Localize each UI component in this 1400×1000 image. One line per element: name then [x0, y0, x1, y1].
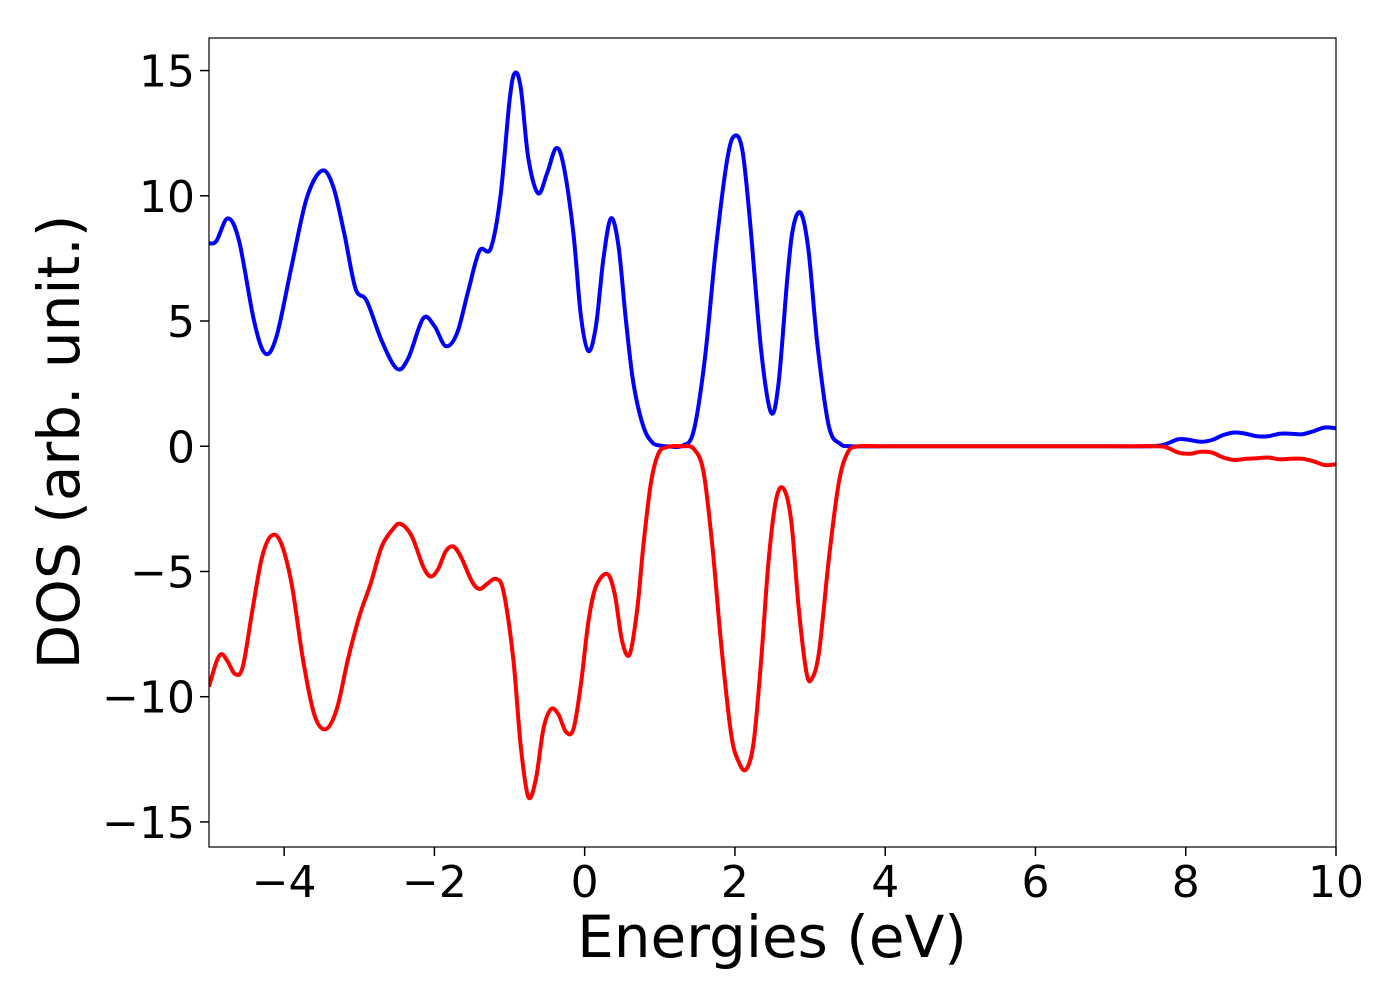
y-tick-label: 5 [167, 297, 195, 348]
x-tick-label: 8 [1172, 857, 1200, 908]
x-axis-title: Energies (eV) [577, 903, 967, 971]
y-tick-label: −15 [102, 798, 195, 849]
x-tick-label: 4 [871, 857, 899, 908]
y-axis-title: DOS (arb. unit.) [25, 215, 93, 670]
y-tick-label: −10 [102, 673, 195, 724]
y-tick-label: 15 [139, 47, 195, 98]
y-axis-ticks: −15 −10 −5 0 5 10 15 [102, 47, 209, 849]
x-tick-label: 0 [571, 857, 599, 908]
series-layer [209, 70, 1336, 801]
y-tick-label: 0 [167, 422, 195, 473]
x-tick-label: −4 [252, 857, 317, 908]
y-tick-label: −5 [130, 547, 195, 598]
x-tick-label: −2 [402, 857, 467, 908]
series-line-2 [209, 443, 1336, 801]
x-axis-ticks: −4 −2 0 2 4 6 8 10 [252, 847, 1364, 908]
y-tick-label: 10 [139, 172, 195, 223]
x-tick-label: 10 [1308, 857, 1364, 908]
plot-frame [208, 37, 1337, 848]
x-tick-label: 2 [721, 857, 749, 908]
series-line-1 [209, 70, 1336, 450]
x-tick-label: 6 [1021, 857, 1049, 908]
